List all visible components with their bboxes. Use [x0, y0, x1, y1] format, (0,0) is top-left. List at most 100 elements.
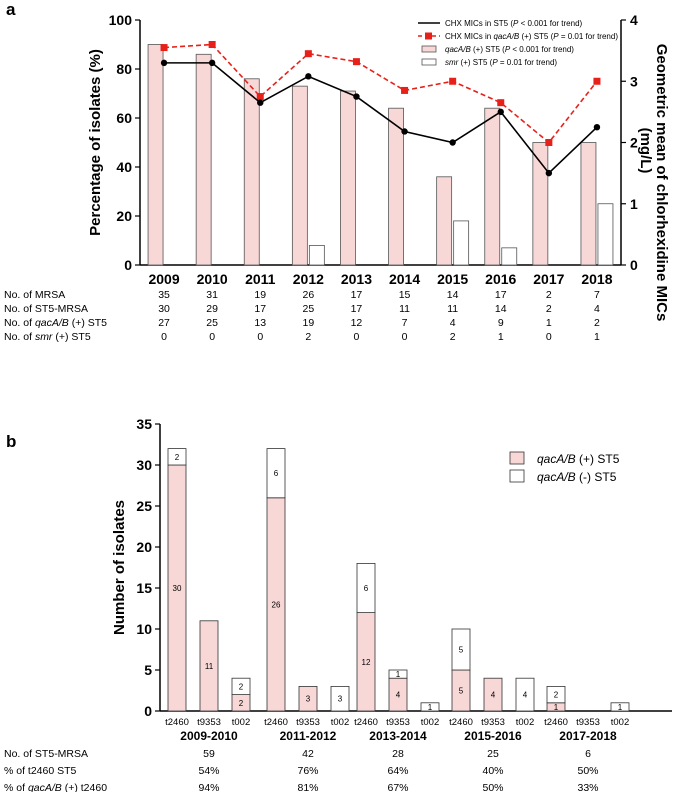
segment-label: 1 [554, 703, 559, 712]
legend-swatch-chx-qacab-marker [425, 32, 432, 40]
bar-qacab-negative [266, 448, 286, 499]
y-tick-label: 80 [116, 61, 132, 77]
y-tick-label: 10 [136, 621, 152, 637]
bar-qacab [243, 78, 260, 266]
x-tick-label: 2015 [437, 271, 468, 287]
marker-chx-st5 [208, 59, 216, 67]
bar-qacab [291, 85, 308, 266]
legend-label: CHX MICs in ST5 (P < 0.001 for trend) [445, 19, 583, 28]
marker-chx-st5 [497, 108, 504, 116]
x-tick-label: 2014 [389, 271, 420, 287]
bar-smr [308, 244, 325, 266]
bar-smr [453, 220, 470, 266]
group-label: 2011-2012 [280, 729, 337, 743]
legend-label: qacA/B (+) ST5 [537, 452, 620, 466]
table-cell: 15 [399, 289, 411, 301]
bar-smr [597, 203, 614, 266]
table-cell: 27 [158, 317, 170, 329]
bar-qacab-positive [199, 620, 219, 712]
table-cell: 67% [387, 782, 408, 792]
bar-smr [501, 247, 518, 266]
legend-label: CHX MICs in qacA/B (+) ST5 (P = 0.01 for… [445, 32, 618, 41]
table-cell: 50% [482, 782, 503, 792]
bar-qacab-negative [356, 563, 376, 614]
segment-label: 2 [554, 691, 559, 700]
table-cell: 0 [257, 331, 263, 343]
table-cell: 2 [546, 289, 552, 301]
line-chx-qacab [163, 43, 598, 144]
x-tick-label: 2009 [148, 271, 179, 287]
bar-qacab [580, 142, 597, 266]
table-cell: 40% [482, 765, 503, 777]
table-row-label: % of qacA/B (+) t2460 [4, 782, 107, 792]
table-cell: 17 [351, 289, 363, 301]
table-cell: 59 [203, 748, 215, 760]
table-cell: 1 [546, 317, 552, 329]
table-cell: 0 [546, 331, 552, 343]
segment-label: 4 [396, 691, 401, 700]
table-cell: 54% [198, 765, 219, 777]
bar-qacab-negative [546, 686, 566, 704]
y-tick-label: 5 [144, 662, 152, 678]
table-row-label: No. of ST5-MRSA [4, 303, 88, 315]
x-tick-label: 2017 [533, 271, 564, 287]
y-tick-label: 25 [136, 498, 152, 514]
table-cell: 81% [297, 782, 318, 792]
bar-qacab-positive [298, 686, 318, 712]
bar-qacab-negative [231, 677, 251, 696]
marker-chx-qacab [401, 86, 409, 94]
bar-qacab-negative [388, 669, 408, 679]
y-tick-label: 0 [124, 257, 132, 273]
spa-type-label: t9353 [576, 717, 600, 728]
segment-label: 30 [173, 584, 182, 593]
y2-tick-label: 0 [630, 257, 638, 273]
table-cell: 19 [254, 289, 266, 301]
bar-qacab-negative [451, 628, 471, 671]
y-axis-title: Percentage of isolates (%) [87, 49, 104, 236]
table-row-label: No. of qacA/B (+) ST5 [4, 317, 107, 329]
table-cell: 2 [594, 317, 600, 329]
spa-type-label: t002 [611, 717, 630, 728]
marker-chx-st5 [449, 139, 456, 146]
y-tick-label: 40 [116, 159, 132, 175]
segment-label: 2 [175, 453, 180, 462]
legend-label: qacA/B (-) ST5 [537, 470, 617, 484]
spa-type-label: t9353 [197, 717, 221, 728]
table-cell: 13 [254, 317, 266, 329]
legend-label: smr (+) ST5 (P = 0.01 for trend) [445, 58, 557, 67]
segment-label: 4 [491, 691, 496, 700]
spa-type-label: t2460 [264, 717, 288, 728]
table-cell: 50% [577, 765, 598, 777]
table-cell: 0 [161, 331, 167, 343]
table-cell: 17 [254, 303, 266, 315]
legend-swatch-qacab [421, 45, 437, 53]
marker-chx-st5 [160, 59, 168, 67]
table-cell: 1 [498, 331, 504, 343]
segment-label: 3 [338, 695, 343, 704]
marker-chx-st5 [257, 99, 264, 106]
table-cell: 25 [206, 317, 218, 329]
segment-label: 2 [239, 699, 244, 708]
bar-qacab-negative [330, 686, 350, 712]
table-cell: 11 [399, 303, 410, 315]
table-cell: 0 [354, 331, 360, 343]
segment-label: 5 [459, 646, 464, 655]
table-cell: 9 [498, 317, 504, 329]
bar-qacab-negative [167, 448, 187, 466]
y2-axis-title: Geometric mean of chlorhexidine MICs [653, 44, 670, 322]
y-tick-label: 20 [136, 539, 152, 555]
spa-type-label: t2460 [544, 717, 568, 728]
y-axis-title: Number of isolates [111, 500, 128, 635]
marker-chx-st5 [353, 93, 360, 100]
segment-label: 26 [272, 600, 281, 609]
marker-chx-st5 [545, 169, 553, 177]
line-chx-st5 [164, 62, 598, 175]
table-cell: 42 [302, 748, 314, 760]
segment-label: 1 [428, 703, 433, 712]
table-cell: 2 [450, 331, 456, 343]
table-cell: 7 [594, 289, 600, 301]
legend-swatch-smr [421, 58, 437, 66]
y2-tick-label: 1 [630, 196, 638, 212]
